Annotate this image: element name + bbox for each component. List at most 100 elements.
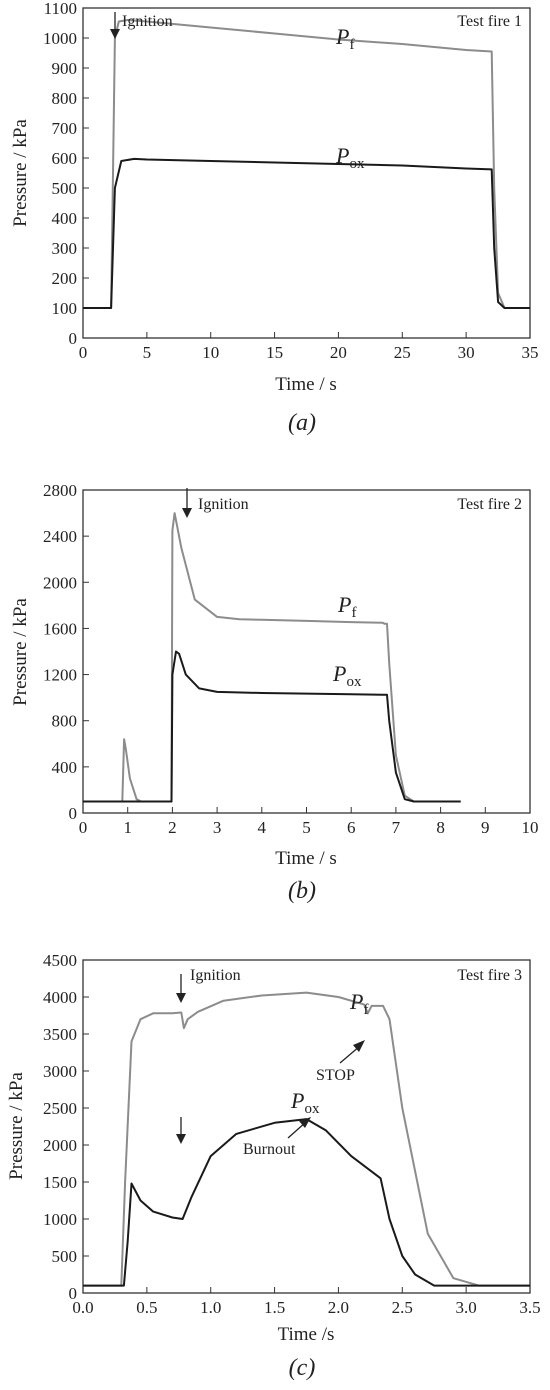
x-tick-label: 2.0 xyxy=(328,1298,349,1317)
x-tick-label: 5 xyxy=(302,818,311,837)
y-tick-label: 4500 xyxy=(43,951,77,970)
y-tick-label: 2800 xyxy=(43,481,77,500)
y-tick-label: 3000 xyxy=(43,1062,77,1081)
panel-b-pox-label: Pox xyxy=(332,661,362,690)
panel-c-series xyxy=(83,991,530,1287)
x-tick-label: 0 xyxy=(79,343,88,362)
y-tick-label: 1200 xyxy=(43,666,77,685)
x-tick-label: 0.5 xyxy=(136,1298,157,1317)
panel-b-test-label: Test fire 2 xyxy=(457,496,522,513)
series-line-pox xyxy=(83,1118,530,1287)
panel-c-ticks: 0.0 0.5 1.0 1.5 2.0 2.5 3.0 3.5 0 500 1000 1500 2000… xyxy=(43,951,541,1317)
panel-c-burn-arrow xyxy=(176,1117,186,1144)
panel-c-caption: (c) xyxy=(289,1355,316,1381)
y-tick-label: 400 xyxy=(52,209,78,228)
x-tick-label: 9 xyxy=(481,818,490,837)
panel-b-caption: (b) xyxy=(288,878,316,904)
panel-c-burnout-arrow xyxy=(287,1117,311,1139)
x-tick-label: 0 xyxy=(79,818,88,837)
x-tick-label: 30 xyxy=(458,343,475,362)
x-tick-label: 1.5 xyxy=(264,1298,285,1317)
y-tick-label: 1000 xyxy=(43,1210,77,1229)
x-tick-label: 2 xyxy=(168,818,177,837)
panel-a-test-label: Test fire 1 xyxy=(457,13,522,30)
x-tick-label: 6 xyxy=(347,818,356,837)
panel-a-pf-label: Pf xyxy=(335,24,354,53)
panel-b-pf-label: Pf xyxy=(337,592,356,621)
y-tick-label: 1600 xyxy=(43,619,77,638)
y-tick-label: 0 xyxy=(69,804,78,823)
panel-a: 0 5 10 15 20 25 30 35 0 100 200 300 400 500 600 700 800 9… xyxy=(10,0,539,436)
x-tick-label: 10 xyxy=(202,343,219,362)
panel-a-series xyxy=(83,19,530,309)
panel-a-y-label: Pressure / kPa xyxy=(10,119,31,227)
x-tick-label: 4 xyxy=(258,818,267,837)
y-tick-label: 1100 xyxy=(44,0,77,18)
y-tick-label: 800 xyxy=(52,89,78,108)
x-tick-label: 25 xyxy=(394,343,411,362)
panel-c: 0.0 0.5 1.0 1.5 2.0 2.5 3.0 3.5 0 500 1000 1500 2000… xyxy=(6,951,541,1381)
y-tick-label: 900 xyxy=(52,59,78,78)
y-tick-label: 200 xyxy=(52,269,78,288)
panel-b-y-label: Pressure / kPa xyxy=(10,598,31,706)
y-tick-label: 500 xyxy=(52,1247,78,1266)
panel-b: 0 1 2 3 4 5 6 7 8 9 10040080012001600200024002800 … xyxy=(10,481,539,904)
x-tick-label: 1 xyxy=(123,818,132,837)
panel-b-series xyxy=(83,512,461,803)
x-tick-label: 7 xyxy=(392,818,401,837)
panel-c-y-label: Pressure / kPa xyxy=(6,1072,27,1180)
panel-b-x-label: Time / s xyxy=(275,848,337,869)
y-tick-label: 0 xyxy=(69,1284,78,1303)
x-tick-label: 3 xyxy=(213,818,222,837)
panel-c-ignition-label: Ignition xyxy=(190,967,241,984)
panel-a-plot-area xyxy=(82,7,531,339)
x-tick-label: 5 xyxy=(143,343,152,362)
y-tick-label: 300 xyxy=(52,239,78,258)
panel-b-ticks: 0 1 2 3 4 5 6 7 8 9 10 0 400 800 1200 1600 2000 2400 2800 xyxy=(43,481,539,837)
y-tick-label: 2000 xyxy=(43,1136,77,1155)
y-tick-label: 100 xyxy=(52,299,78,318)
y-tick-label: 400 xyxy=(52,758,78,777)
y-tick-label: 4000 xyxy=(43,988,77,1007)
panel-c-pox-label: Pox xyxy=(290,1088,320,1117)
x-tick-label: 3.0 xyxy=(456,1298,477,1317)
panel-a-ticks: 0 5 10 15 20 25 30 35 0 100 200 300 400 500 600 700 800 9… xyxy=(43,0,539,362)
panel-b-ignition-label: Ignition xyxy=(198,496,249,513)
y-tick-label: 2500 xyxy=(43,1099,77,1118)
series-line-pox xyxy=(83,157,530,309)
y-tick-label: 1500 xyxy=(43,1173,77,1192)
x-tick-label: 15 xyxy=(266,343,283,362)
panel-a-caption: (a) xyxy=(288,410,316,436)
y-tick-label: 500 xyxy=(52,179,78,198)
panel-b-plot-area xyxy=(82,489,531,814)
panel-c-burnout-label: Burnout xyxy=(243,1141,296,1158)
panel-c-stop-label: STOP xyxy=(316,1067,355,1084)
y-tick-label: 2000 xyxy=(43,573,77,592)
panel-c-plot-area xyxy=(82,959,531,1294)
y-tick-label: 3500 xyxy=(43,1025,77,1044)
x-tick-label: 10 xyxy=(522,818,539,837)
panel-c-x-label: Time /s xyxy=(278,1324,335,1345)
y-tick-label: 0 xyxy=(69,329,78,348)
y-tick-label: 700 xyxy=(52,119,78,138)
x-tick-label: 2.5 xyxy=(392,1298,413,1317)
series-line-pf xyxy=(83,991,530,1287)
x-tick-label: 35 xyxy=(522,343,539,362)
x-tick-label: 3.5 xyxy=(519,1298,540,1317)
panel-a-ignition-label: Ignition xyxy=(122,13,173,30)
panel-b-ignition-arrow xyxy=(182,488,192,518)
panel-c-stop-arrow xyxy=(339,1040,365,1064)
panel-a-ignition-arrow xyxy=(110,12,120,39)
series-line-pf xyxy=(83,512,461,803)
x-tick-label: 0.0 xyxy=(72,1298,93,1317)
series-line-pox xyxy=(83,650,461,803)
x-tick-label: 20 xyxy=(330,343,347,362)
y-tick-label: 600 xyxy=(52,149,78,168)
y-tick-label: 2400 xyxy=(43,527,77,546)
y-tick-label: 800 xyxy=(52,712,78,731)
panel-c-test-label: Test fire 3 xyxy=(457,967,522,984)
panel-a-x-label: Time / s xyxy=(275,374,337,395)
panel-c-pf-label: Pf xyxy=(349,989,368,1018)
x-tick-label: 8 xyxy=(436,818,445,837)
